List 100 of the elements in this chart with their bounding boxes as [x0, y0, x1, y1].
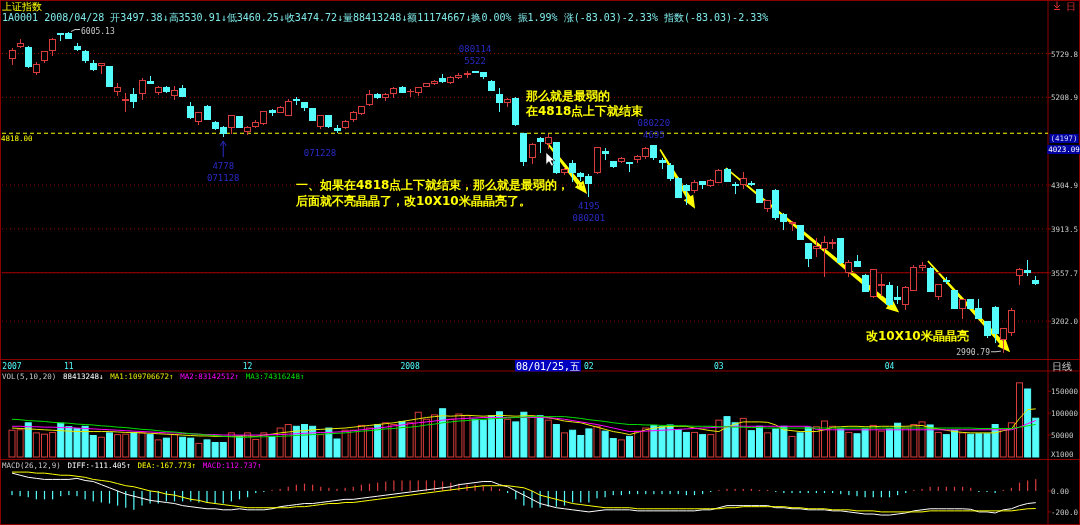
candlestick	[658, 157, 666, 170]
bar	[97, 436, 105, 458]
bar	[154, 439, 162, 458]
candlestick	[439, 73, 447, 84]
candlestick	[24, 45, 32, 69]
candlestick	[650, 144, 658, 161]
candlestick	[81, 49, 89, 64]
candlestick	[853, 254, 861, 268]
bar	[959, 432, 967, 458]
candlestick	[796, 224, 804, 241]
bar	[626, 435, 633, 458]
bar	[130, 431, 138, 458]
annotation: 后面就不亮晶晶了，改10X10米晶晶亮了。	[295, 193, 531, 208]
candlestick	[1024, 259, 1032, 277]
bar	[374, 424, 382, 458]
candlestick	[593, 146, 601, 175]
annotation: 071228	[303, 148, 337, 159]
candlestick	[536, 136, 544, 154]
bar	[24, 422, 32, 458]
bar	[138, 432, 146, 458]
annotation: 6005.13	[81, 27, 115, 37]
annotation: 在4818点上下就结束	[525, 104, 644, 118]
text: 1A0001 2008/04/28 开3497.38↓高3530.91↓低3460.25↓收3474.72↓量88413248↓额11174667↓换0.00% 振1.99% 涨(-83.03)-2.33% 指数(-83.03)-2.33%	[2, 12, 769, 23]
candlestick	[504, 97, 512, 108]
candlestick	[236, 115, 243, 129]
bar	[536, 415, 544, 458]
candlestick	[179, 84, 187, 98]
bar	[691, 431, 698, 458]
candlestick	[374, 92, 382, 100]
bar	[593, 425, 601, 458]
candlestick	[804, 242, 812, 268]
bar	[739, 417, 747, 458]
candlestick	[32, 61, 40, 76]
x-tick-label: 2008	[400, 362, 420, 371]
annotation: 2990.79	[956, 348, 991, 358]
bar	[171, 434, 178, 458]
candlestick	[301, 101, 308, 112]
candlestick	[203, 104, 211, 121]
candlestick	[487, 79, 495, 92]
bar	[561, 432, 568, 458]
candlestick	[934, 283, 942, 301]
candlestick	[747, 180, 755, 187]
text: 日线	[1052, 360, 1072, 372]
candlestick	[601, 147, 609, 161]
bar	[528, 415, 536, 458]
bar	[236, 435, 243, 458]
candlestick	[195, 112, 203, 126]
candlestick	[951, 289, 958, 310]
candlestick	[41, 50, 48, 64]
bar	[317, 434, 325, 458]
annotation: 080220 4695	[637, 118, 671, 141]
candlestick	[114, 82, 122, 97]
candlestick	[544, 133, 552, 150]
candlestick	[512, 96, 520, 127]
bar	[162, 437, 170, 458]
candlestick	[552, 141, 560, 175]
candlestick	[496, 87, 503, 113]
candlestick	[268, 108, 276, 117]
bar	[146, 434, 154, 458]
annotation: 080114 5522	[458, 43, 492, 66]
candlestick	[926, 266, 934, 293]
x-tick-label: 03	[714, 362, 724, 371]
bar	[106, 432, 113, 458]
x-tick-label: 02	[584, 362, 594, 371]
bar	[439, 408, 447, 458]
annotation: 那么就是最弱的	[525, 89, 610, 103]
annotation: 改10X10米晶晶亮	[866, 329, 969, 343]
candlestick	[390, 86, 398, 99]
candlestick	[106, 66, 113, 88]
candlestick	[959, 298, 967, 320]
candlestick	[617, 156, 625, 164]
candlestick	[49, 37, 57, 57]
x-tick-label: 12	[242, 362, 253, 371]
bar	[845, 431, 853, 458]
candlestick	[325, 114, 333, 129]
candlestick	[162, 85, 170, 94]
bar	[268, 435, 276, 458]
bar	[544, 419, 552, 458]
candlestick	[845, 259, 853, 278]
candlestick	[561, 166, 568, 176]
candlestick	[382, 92, 390, 102]
candlestick	[187, 101, 195, 120]
candlestick	[16, 38, 24, 49]
candlestick	[837, 237, 845, 265]
candlestick	[171, 85, 178, 101]
candlestick	[723, 167, 731, 183]
bar	[552, 424, 560, 458]
candlestick	[146, 75, 154, 85]
bar	[699, 434, 707, 458]
candlestick	[756, 188, 763, 204]
candlestick	[1032, 275, 1040, 286]
bar	[617, 439, 625, 458]
candlestick	[1016, 267, 1023, 286]
bar	[195, 442, 203, 458]
bar	[504, 418, 512, 458]
candlestick	[699, 180, 707, 190]
candlestick	[73, 42, 81, 52]
text: 日	[1066, 1, 1076, 12]
candlestick	[569, 159, 577, 183]
candlestick	[942, 276, 950, 285]
